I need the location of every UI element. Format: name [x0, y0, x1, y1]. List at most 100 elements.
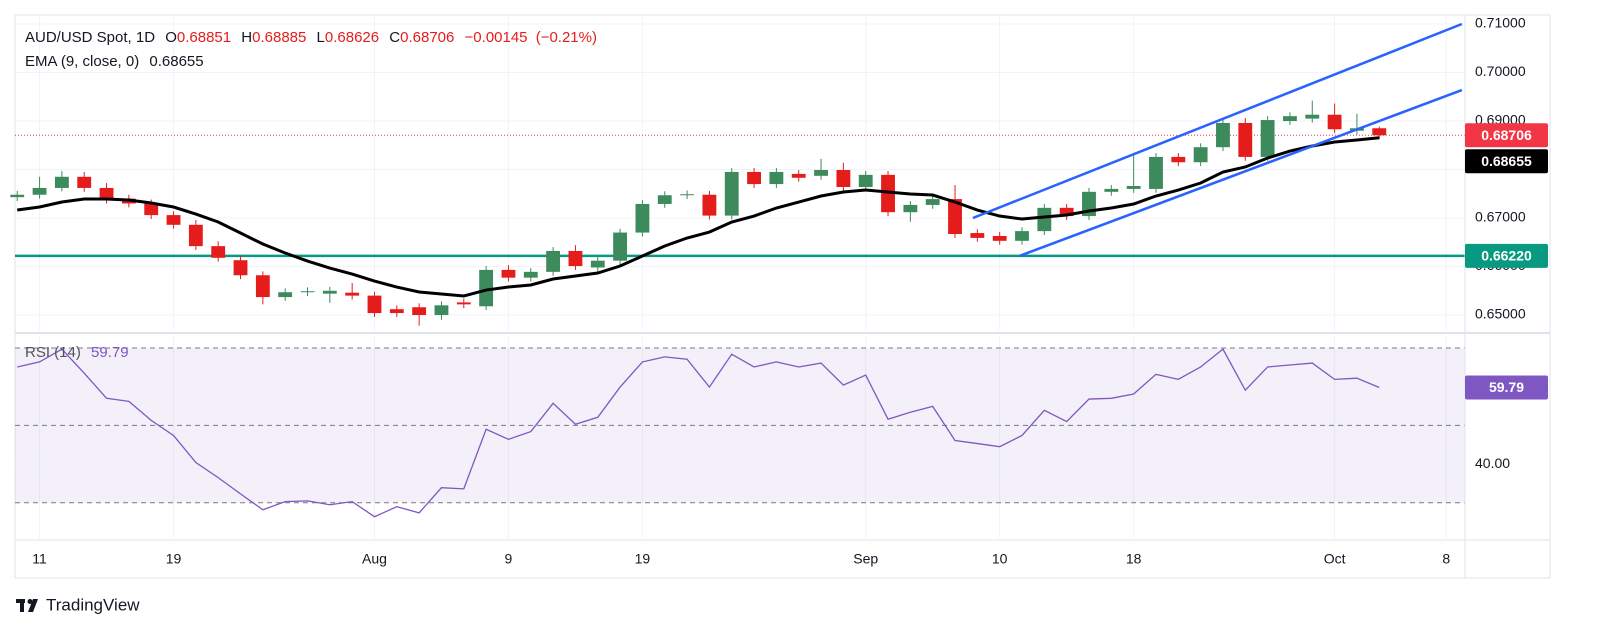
rsi-name: RSI (14) [25, 344, 81, 361]
price-tag-label: 59.79 [1489, 379, 1524, 395]
candle-body [211, 246, 226, 258]
change-pct: (−0.21%) [536, 29, 597, 46]
candle-body [1126, 186, 1141, 189]
rsi-legend: RSI (14) 59.79 [25, 344, 129, 361]
candle-body [1171, 156, 1186, 163]
ohlc-label: H [241, 29, 252, 46]
plot [10, 22, 1465, 518]
candle-body [1149, 156, 1163, 189]
candle-body [501, 269, 516, 278]
x-tick-label: 9 [505, 551, 513, 567]
candle-body [523, 271, 538, 278]
candle-body [1193, 147, 1208, 163]
candle-body [836, 170, 851, 187]
candle-body [255, 275, 270, 298]
ohlc-value: 0.68626 [325, 29, 379, 46]
candle-body [412, 307, 427, 316]
candle-body [568, 250, 583, 267]
candle-body [635, 203, 650, 233]
candle-body [1305, 114, 1320, 119]
ohlc-value: 0.68851 [177, 29, 231, 46]
logo-part [27, 599, 33, 604]
candle-body [233, 260, 248, 276]
x-tick-label: Aug [362, 551, 387, 567]
rsi-value: 59.79 [91, 344, 129, 361]
candle-body [345, 292, 360, 296]
candle-body [925, 199, 940, 205]
x-tick-label: Oct [1324, 551, 1346, 567]
candle-body [1327, 114, 1342, 130]
candle-body [188, 224, 203, 247]
rsi-line [17, 348, 1380, 518]
chart-frame [14, 14, 1551, 579]
price-labels: 0.68706 0.68655 0.66220 59.79 [1465, 123, 1548, 400]
x-tick-label: 10 [992, 551, 1008, 567]
channel-line [972, 22, 1463, 220]
candle-body [10, 194, 25, 198]
y-tick-label: 0.71000 [1475, 15, 1526, 31]
ema-value: 0.68655 [149, 53, 203, 70]
candle-body [1037, 207, 1052, 232]
candle-body [479, 269, 494, 307]
y-tick-label: 40.00 [1475, 455, 1510, 471]
x-tick-label: Sep [853, 551, 878, 567]
candle-body [144, 203, 159, 216]
candle-body [1059, 207, 1074, 217]
ema-line [17, 136, 1380, 298]
price-tag [1465, 123, 1548, 148]
candle-body [992, 235, 1007, 241]
header-line: AUD/USD Spot, 1D O0.68851 H0.68885 L0.68… [25, 29, 597, 46]
candle-body [948, 199, 962, 235]
candle-body [367, 295, 382, 314]
ohlc-label: L [317, 29, 325, 46]
candle-body [300, 291, 315, 293]
candle-body [724, 171, 739, 216]
ema-legend: EMA (9, close, 0) 0.68655 [25, 53, 204, 70]
candle-body [546, 250, 561, 272]
candle-body [970, 233, 985, 238]
candle-body [99, 187, 114, 200]
candle-body [814, 170, 828, 176]
price-tag-label: 0.66220 [1481, 248, 1532, 264]
price-tag [1465, 149, 1548, 174]
candle-body [747, 171, 761, 185]
candle-body [858, 174, 873, 187]
x-tick-label: 19 [166, 551, 182, 567]
candle-body [166, 215, 181, 225]
logo-part [28, 599, 38, 612]
ohlc-label: O [165, 29, 177, 46]
grid [15, 15, 1465, 538]
brand-logo: TradingView [16, 595, 140, 614]
x-tick-label: 8 [1442, 551, 1450, 567]
ohlc-label: C [389, 29, 400, 46]
price-tag-label: 0.68655 [1481, 153, 1532, 169]
candle-body [680, 194, 695, 196]
x-tick-label: 18 [1126, 551, 1142, 567]
candle-body [1216, 122, 1230, 148]
symbol-title: AUD/USD Spot, 1D [25, 29, 155, 46]
candle-body [1283, 116, 1297, 122]
candle-body [322, 290, 337, 294]
candle-body [613, 232, 628, 261]
change: −0.00145 [465, 29, 528, 46]
candle-body [1238, 122, 1253, 157]
ohlc-value: 0.68706 [400, 29, 454, 46]
price-tag [1465, 375, 1548, 400]
ema-name: EMA (9, close, 0) [25, 53, 139, 70]
candle-body [434, 305, 449, 316]
channel-line [1019, 88, 1463, 258]
price-tag [1465, 243, 1548, 268]
candle-body [389, 309, 404, 314]
candle-body [77, 176, 92, 188]
candle-body [769, 171, 784, 185]
candle-body [903, 204, 918, 213]
candle-body [278, 292, 293, 298]
logo-part [20, 599, 24, 612]
brand-name: TradingView [46, 595, 140, 614]
y-tick-label: 0.65000 [1475, 306, 1526, 322]
y-tick-label: 0.70000 [1475, 63, 1526, 79]
candle-body [657, 195, 672, 204]
